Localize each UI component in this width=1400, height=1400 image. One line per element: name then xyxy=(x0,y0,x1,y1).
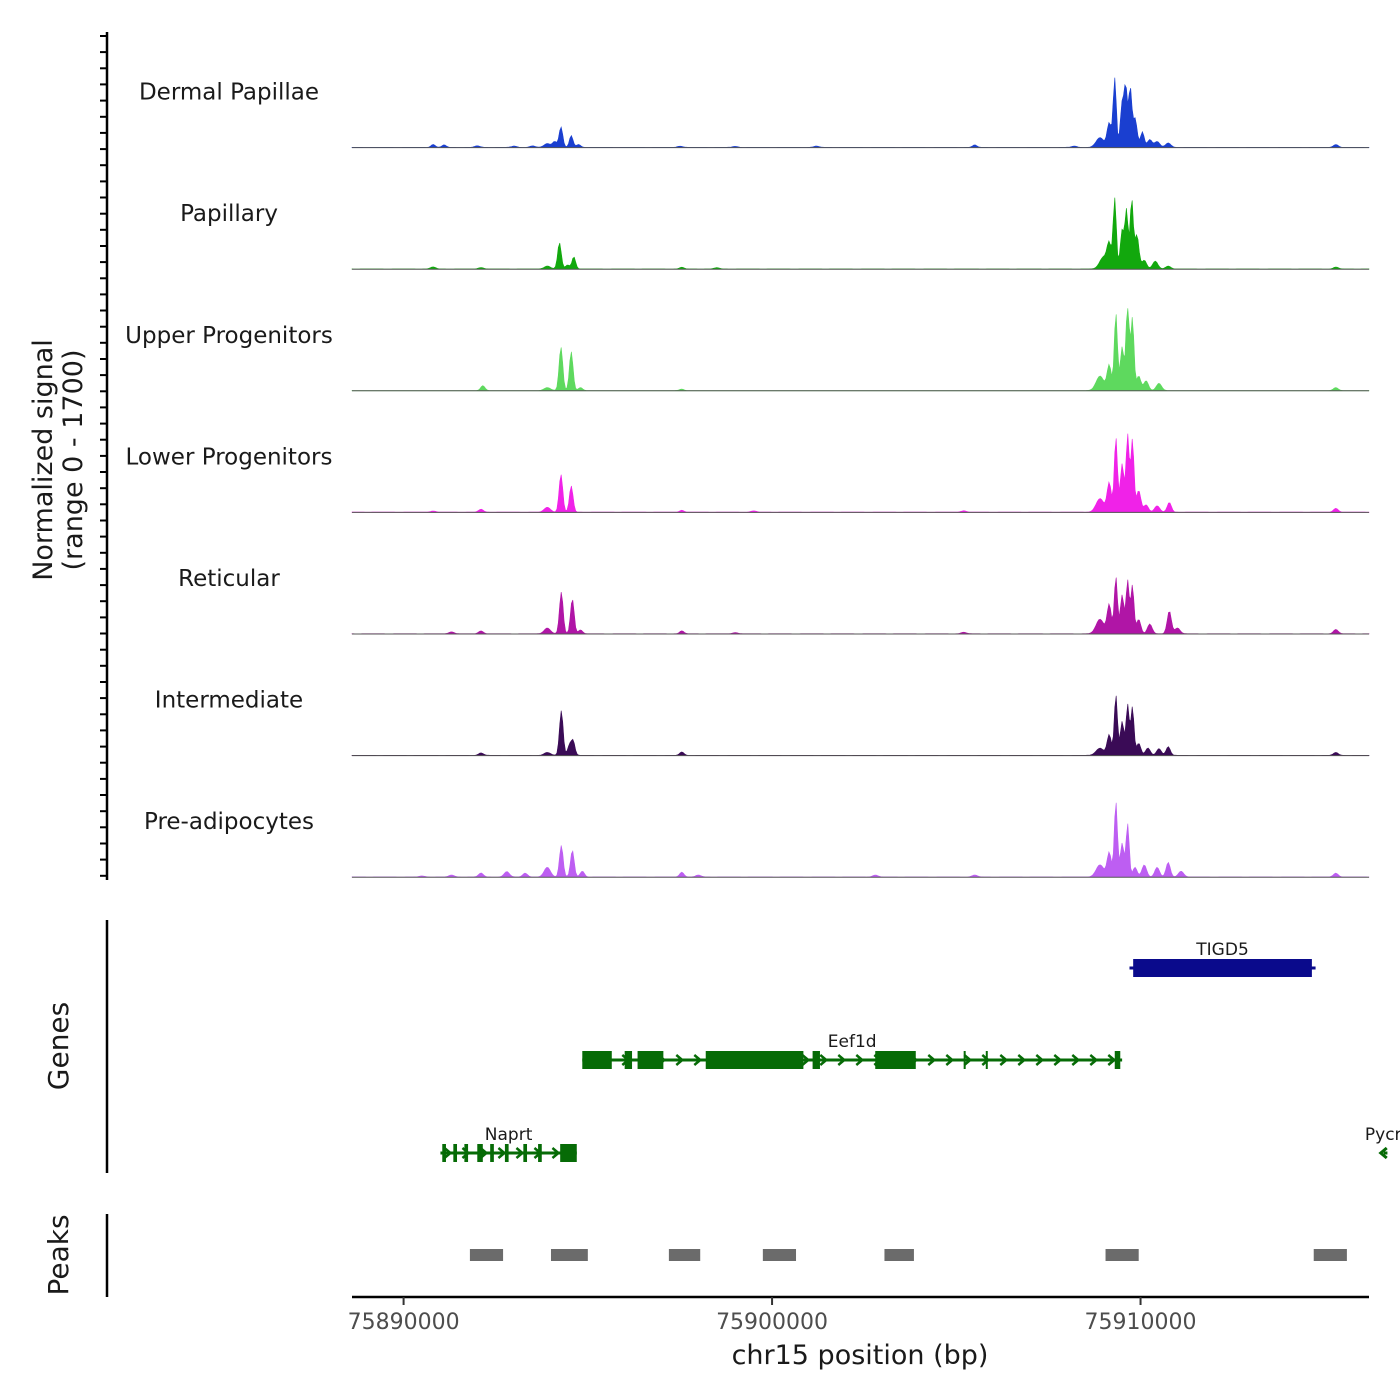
strand-arrow xyxy=(443,1147,453,1159)
signal-area xyxy=(351,802,1370,878)
peak-region xyxy=(469,1249,504,1261)
gene-exon xyxy=(477,1144,483,1162)
gene-exon xyxy=(582,1051,612,1069)
gene-exon xyxy=(560,1144,577,1162)
peak-region xyxy=(550,1249,588,1261)
signal-track-label: Reticular xyxy=(178,566,280,592)
gene: Naprt xyxy=(440,1125,577,1162)
x-axis-ticks: 75890000 75900000 75910000 xyxy=(348,1297,1197,1335)
strand-arrow xyxy=(963,1054,973,1066)
y-axis-title-line1: Normalized signal xyxy=(28,339,59,581)
gene-exon xyxy=(523,1144,528,1162)
signal-area xyxy=(351,197,1370,270)
gene-exon xyxy=(637,1051,664,1069)
gene-exon xyxy=(464,1144,469,1162)
strand-arrow xyxy=(999,1054,1009,1066)
strand-arrow xyxy=(515,1147,525,1159)
signal-area xyxy=(351,695,1370,756)
strand-arrow xyxy=(1107,1054,1117,1066)
gene-label: Eef1d xyxy=(828,1032,877,1052)
signal-y-ticks xyxy=(100,35,107,877)
strand-arrow xyxy=(1053,1054,1063,1066)
strand-arrow xyxy=(1035,1054,1045,1066)
peak-region xyxy=(668,1249,701,1261)
signal-track: Reticular xyxy=(178,566,1370,635)
peak-region xyxy=(762,1249,797,1261)
strand-arrow xyxy=(675,1054,685,1066)
gene: Eef1d xyxy=(582,1032,1123,1069)
strand-arrow xyxy=(837,1054,847,1066)
strand-arrow xyxy=(855,1054,865,1066)
gene-exon xyxy=(490,1144,494,1162)
signal-track-label: Lower Progenitors xyxy=(126,444,333,470)
strand-arrow xyxy=(551,1147,561,1159)
gene-label: Naprt xyxy=(485,1125,533,1145)
gene-track: TIGD5 Eef1d Naprt Pycrl xyxy=(440,940,1400,1162)
gene-exon xyxy=(1133,959,1312,977)
signal-track-label: Dermal Papillae xyxy=(139,80,319,106)
signal-track: Upper Progenitors xyxy=(125,308,1370,392)
strand-arrow xyxy=(927,1054,937,1066)
signal-track-label: Intermediate xyxy=(155,688,303,714)
gene-exon xyxy=(1114,1051,1121,1069)
genes-title: Genes xyxy=(42,1002,75,1090)
x-tick-label: 75900000 xyxy=(716,1310,828,1335)
signal-area xyxy=(351,577,1370,635)
signal-track: Pre-adipocytes xyxy=(144,802,1370,878)
gene-exon xyxy=(985,1051,988,1069)
strand-arrow xyxy=(981,1054,991,1066)
gene-label: Pycrl xyxy=(1365,1125,1400,1145)
signal-tracks: Dermal Papillae Papillary Upper Progenitor… xyxy=(125,77,1370,878)
gene: Pycrl xyxy=(1365,1125,1400,1160)
signal-track-label: Pre-adipocytes xyxy=(144,809,314,835)
gene-exon xyxy=(453,1144,458,1162)
gene-exon xyxy=(875,1051,916,1069)
strand-arrow xyxy=(1017,1054,1027,1066)
gene-exon xyxy=(812,1051,820,1069)
strand-arrow xyxy=(497,1147,507,1159)
gene-exon xyxy=(538,1144,542,1162)
strand-arrow xyxy=(693,1054,703,1066)
gene-exon xyxy=(963,1051,966,1069)
signal-track: Lower Progenitors xyxy=(126,433,1370,513)
gene: TIGD5 xyxy=(1129,940,1316,977)
strand-arrow xyxy=(1089,1054,1099,1066)
x-tick-label: 75890000 xyxy=(348,1310,460,1335)
gene-label: TIGD5 xyxy=(1195,940,1248,960)
gene-exon xyxy=(705,1051,804,1069)
gene-exon xyxy=(504,1144,509,1162)
peak-region xyxy=(1313,1249,1347,1261)
x-tick-label: 75910000 xyxy=(1085,1310,1197,1335)
signal-track: Dermal Papillae xyxy=(139,77,1370,149)
gene-exon xyxy=(442,1144,446,1162)
gene-exon xyxy=(624,1051,633,1069)
peaks-title: Peaks xyxy=(42,1214,75,1295)
signal-track-label: Upper Progenitors xyxy=(125,323,333,349)
strand-arrow xyxy=(1378,1146,1388,1160)
signal-area xyxy=(351,433,1370,513)
x-axis-title: chr15 position (bp) xyxy=(732,1340,989,1371)
strand-arrow xyxy=(801,1054,811,1066)
peak-region xyxy=(884,1249,914,1261)
signal-track: Papillary xyxy=(180,197,1370,270)
peak-track xyxy=(469,1249,1347,1261)
strand-arrow xyxy=(819,1054,829,1066)
signal-track: Intermediate xyxy=(155,688,1370,757)
strand-arrow xyxy=(945,1054,955,1066)
peak-region xyxy=(1105,1249,1139,1261)
signal-track-label: Papillary xyxy=(180,201,278,227)
signal-area xyxy=(351,308,1370,392)
strand-arrow xyxy=(1071,1054,1081,1066)
signal-area xyxy=(351,77,1370,148)
y-axis-title-line2: (range 0 - 1700) xyxy=(58,350,89,571)
